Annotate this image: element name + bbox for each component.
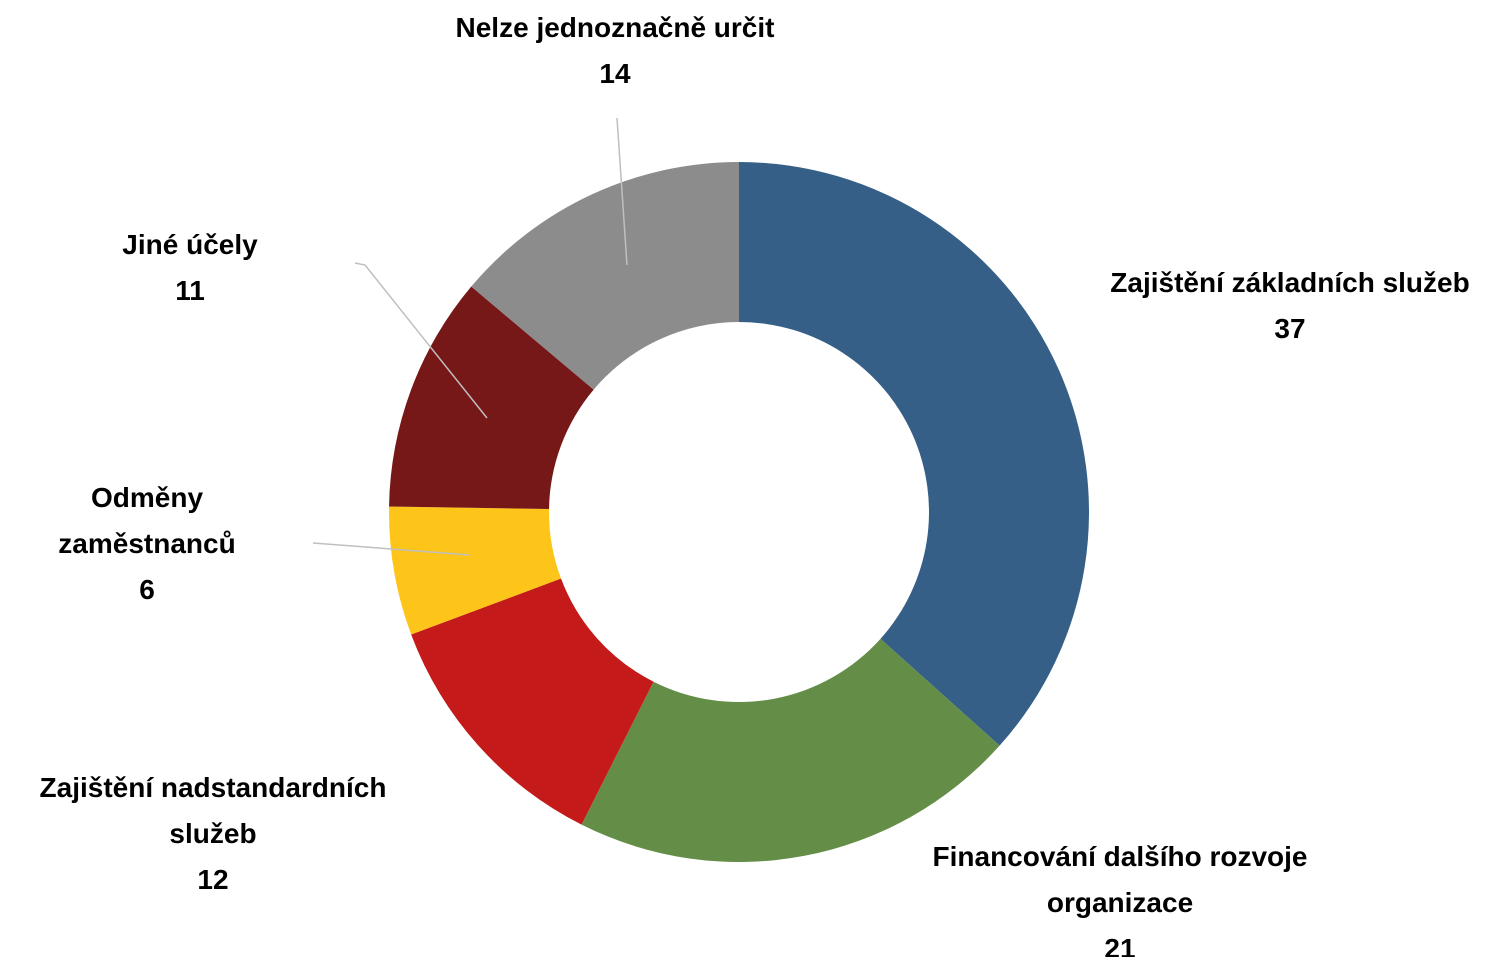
value-label: 6 <box>139 574 155 605</box>
leader-line <box>312 542 471 556</box>
donut-slice <box>739 162 1089 746</box>
value-label: 21 <box>1104 933 1136 957</box>
category-label: Zajištění nadstandardních služeb <box>39 772 387 849</box>
category-label: Zajištění základních služeb <box>1110 267 1470 298</box>
category-label: Jiné účely <box>122 229 258 260</box>
donut-slice <box>581 638 1000 862</box>
donut-slice <box>389 286 594 510</box>
data-label: Financování dalšího rozvoje organizace 21 <box>890 834 1350 957</box>
category-label: Financování dalšího rozvoje organizace <box>932 841 1308 918</box>
leader-line <box>354 262 488 419</box>
leader-line <box>616 117 628 266</box>
data-label: Jiné účely 11 <box>80 222 300 314</box>
value-label: 14 <box>599 58 631 89</box>
data-label: Zajištění nadstandardních služeb 12 <box>3 765 423 903</box>
data-label: Nelze jednoznačně určit 14 <box>405 5 825 97</box>
category-label: Odměny zaměstnanců <box>58 482 236 559</box>
donut-slice <box>471 162 739 390</box>
data-label: Odměny zaměstnanců 6 <box>37 475 257 613</box>
donut-slice <box>411 578 654 825</box>
data-label: Zajištění základních služeb 37 <box>1070 260 1501 352</box>
donut-slice <box>389 506 562 635</box>
value-label: 12 <box>197 864 229 895</box>
category-label: Nelze jednoznačně určit <box>455 12 775 43</box>
value-label: 37 <box>1274 313 1306 344</box>
value-label: 11 <box>175 275 205 306</box>
